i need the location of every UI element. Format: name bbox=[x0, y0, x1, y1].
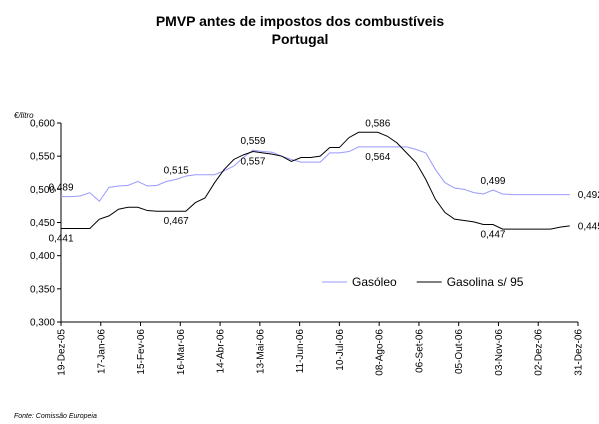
data-label: 0,564 bbox=[365, 152, 390, 163]
y-tick-label: 0,600 bbox=[30, 119, 55, 130]
data-label: 0,492 bbox=[578, 190, 599, 201]
data-label: 0,441 bbox=[48, 233, 73, 244]
x-tick-label: 05-Out-06 bbox=[454, 329, 465, 374]
legend-label: Gasolina s/ 95 bbox=[447, 275, 524, 289]
x-tick-label: 15-Fev-06 bbox=[136, 329, 147, 375]
x-tick-label: 02-Dez-06 bbox=[534, 329, 545, 376]
x-tick-label: 11-Jun-06 bbox=[295, 329, 306, 374]
x-tick-label: 06-Set-06 bbox=[414, 329, 425, 373]
data-label: 0,557 bbox=[240, 157, 265, 168]
data-label: 0,467 bbox=[164, 216, 189, 227]
chart-subtitle: Portugal bbox=[272, 31, 329, 47]
y-tick-label: 0,350 bbox=[30, 284, 55, 295]
x-tick-label: 03-Nov-06 bbox=[494, 329, 505, 376]
x-tick-label: 16-Mar-06 bbox=[176, 329, 187, 376]
source-note: Fonte: Comissão Europeia bbox=[14, 413, 97, 420]
y-tick-label: 0,400 bbox=[30, 251, 55, 262]
x-tick-label: 31-Dez-06 bbox=[574, 329, 585, 376]
y-tick-label: 0,450 bbox=[30, 218, 55, 229]
data-label: 0,447 bbox=[480, 229, 505, 240]
y-tick-label: 0,500 bbox=[30, 185, 55, 196]
x-tick-label: 13-Mai-06 bbox=[255, 329, 266, 374]
legend-label: Gasóleo bbox=[352, 275, 397, 289]
x-tick-label: 08-Ago-06 bbox=[375, 329, 386, 376]
y-axis-label: €/litro bbox=[14, 111, 34, 120]
y-tick-label: 0,550 bbox=[30, 152, 55, 163]
x-tick-label: 19-Dez-05 bbox=[57, 329, 68, 376]
data-label: 0,586 bbox=[365, 118, 390, 129]
data-label: 0,445 bbox=[578, 221, 599, 232]
series-line bbox=[61, 146, 570, 203]
x-tick-label: 10-Jul-06 bbox=[335, 329, 346, 371]
x-tick-label: 14-Abr-06 bbox=[216, 329, 227, 374]
x-tick-label: 17-Jan-06 bbox=[96, 329, 107, 374]
chart-title: PMVP antes de impostos dos combustíveis bbox=[156, 13, 445, 29]
data-label: 0,489 bbox=[48, 183, 73, 194]
series-line bbox=[61, 131, 570, 230]
data-label: 0,559 bbox=[240, 136, 265, 147]
data-label: 0,499 bbox=[480, 176, 505, 187]
data-label: 0,515 bbox=[164, 165, 189, 176]
y-tick-label: 0,300 bbox=[30, 318, 55, 329]
